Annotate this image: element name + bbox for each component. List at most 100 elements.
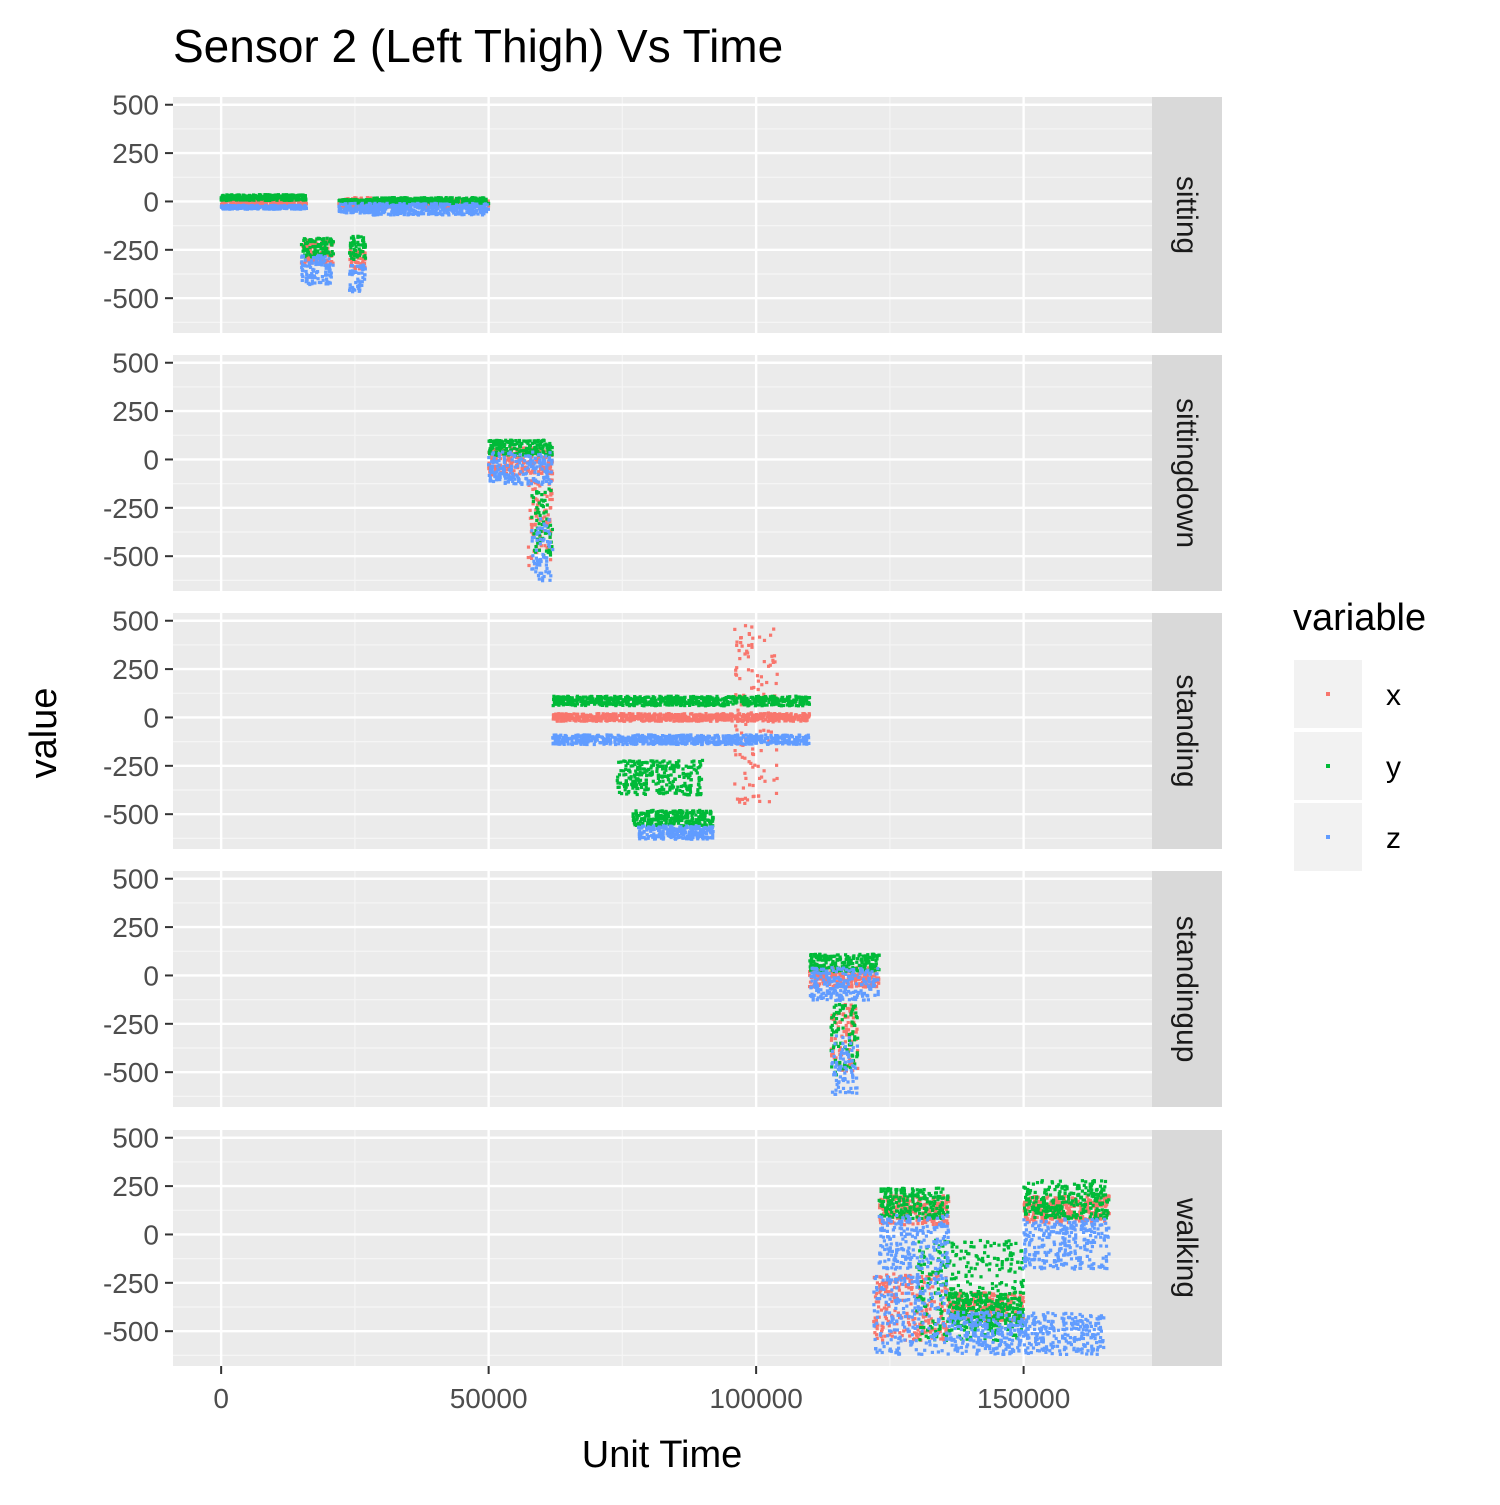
data-point-z — [534, 570, 537, 573]
data-point-x — [572, 719, 575, 722]
data-point-y — [327, 251, 330, 254]
y-tick-label: 0 — [143, 444, 159, 475]
data-point-y — [507, 441, 510, 444]
data-point-z — [321, 275, 324, 278]
data-point-x — [747, 655, 750, 658]
data-point-y — [352, 238, 355, 241]
data-point-z — [307, 276, 310, 279]
data-point-z — [547, 543, 550, 546]
data-point-y — [332, 240, 335, 243]
data-point-z — [351, 286, 354, 289]
data-point-x — [750, 711, 753, 714]
data-point-y — [370, 198, 373, 201]
data-point-z — [533, 467, 536, 470]
data-point-z — [501, 451, 504, 454]
data-point-z — [482, 212, 485, 215]
data-point-z — [489, 479, 492, 482]
data-point-z — [319, 257, 322, 260]
data-point-z — [432, 212, 435, 215]
data-point-y — [356, 241, 359, 244]
data-point-z — [433, 205, 436, 208]
data-point-y — [535, 519, 538, 522]
y-tick-label: -500 — [103, 541, 159, 572]
data-point-z — [258, 206, 261, 209]
data-point-y — [409, 197, 412, 200]
data-point-x — [665, 713, 668, 716]
data-point-x — [756, 674, 759, 677]
data-point-z — [538, 526, 541, 529]
data-point-y — [646, 695, 649, 698]
data-point-x — [738, 649, 741, 652]
data-point-x — [561, 712, 564, 715]
data-point-x — [773, 654, 776, 657]
data-point-x — [677, 717, 680, 720]
data-point-y — [331, 250, 334, 253]
data-point-y — [348, 251, 351, 254]
data-point-z — [542, 458, 545, 461]
data-point-y — [702, 704, 705, 707]
data-point-z — [454, 213, 457, 216]
data-point-x — [761, 716, 764, 719]
data-point-y — [323, 242, 326, 245]
data-point-y — [532, 532, 535, 535]
data-point-x — [750, 718, 753, 721]
data-point-z — [546, 470, 549, 473]
data-point-x — [652, 715, 655, 718]
data-point-z — [380, 203, 383, 206]
data-point-y — [287, 195, 290, 198]
data-point-z — [350, 202, 353, 205]
data-point-z — [243, 206, 246, 209]
data-point-y — [496, 447, 499, 450]
data-point-z — [329, 282, 332, 285]
data-point-y — [518, 445, 521, 448]
data-point-z — [551, 548, 554, 551]
data-point-z — [431, 209, 434, 212]
data-point-z — [313, 276, 316, 279]
data-point-y — [248, 199, 251, 202]
data-point-x — [698, 713, 701, 716]
data-point-y — [542, 439, 545, 442]
data-point-y — [278, 195, 281, 198]
data-point-z — [413, 205, 416, 208]
data-point-y — [356, 255, 359, 258]
data-point-y — [303, 237, 306, 240]
data-point-x — [593, 715, 596, 718]
data-point-x — [751, 766, 754, 769]
data-point-y — [373, 199, 376, 202]
data-point-x — [731, 719, 734, 722]
data-point-z — [420, 210, 423, 213]
data-point-z — [536, 539, 539, 542]
data-point-y — [239, 198, 242, 201]
data-point-x — [743, 802, 746, 805]
data-point-z — [394, 205, 397, 208]
data-point-y — [537, 443, 540, 446]
data-point-z — [368, 202, 371, 205]
y-tick-label: 250 — [112, 396, 159, 427]
data-point-z — [358, 284, 361, 287]
data-point-y — [574, 704, 577, 707]
data-point-y — [739, 695, 742, 698]
data-point-y — [549, 489, 552, 492]
data-point-x — [757, 688, 760, 691]
data-point-z — [447, 207, 450, 210]
data-point-x — [760, 683, 763, 686]
data-point-x — [557, 714, 560, 717]
data-point-y — [604, 697, 607, 700]
data-point-y — [490, 447, 493, 450]
data-point-y — [728, 695, 731, 698]
data-point-x — [533, 523, 536, 526]
data-point-z — [300, 260, 303, 263]
data-point-x — [726, 714, 729, 717]
data-point-x — [765, 681, 768, 684]
data-point-x — [592, 719, 595, 722]
data-point-y — [680, 696, 683, 699]
data-point-y — [361, 250, 364, 253]
y-tick-label: 0 — [143, 186, 159, 217]
data-point-x — [746, 798, 749, 801]
data-point-z — [343, 211, 346, 214]
data-point-y — [539, 514, 542, 517]
data-point-x — [597, 719, 600, 722]
data-point-z — [544, 455, 547, 458]
data-point-z — [270, 204, 273, 207]
